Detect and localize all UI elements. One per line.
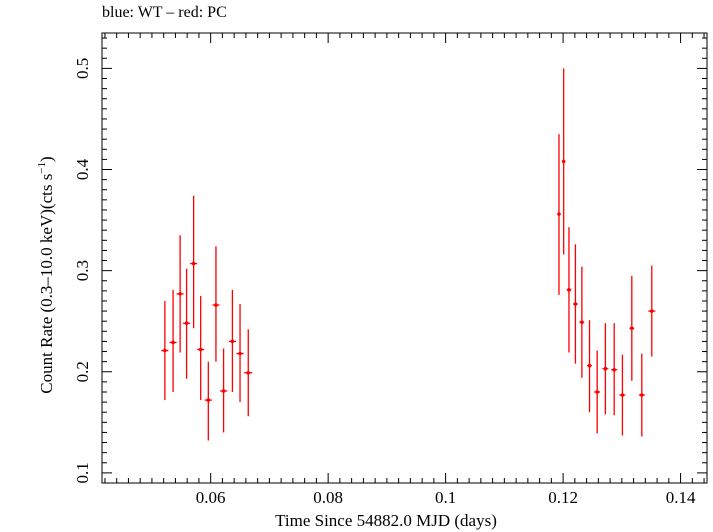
data-point — [169, 289, 177, 392]
point-marker — [595, 390, 599, 394]
data-point — [561, 68, 566, 255]
data-point — [648, 265, 656, 357]
point-marker — [171, 340, 175, 345]
point-marker — [630, 326, 634, 331]
y-tick-label: 0.5 — [73, 58, 92, 79]
point-marker — [561, 159, 566, 164]
y-axis-label: Count Rate (0.3–10.0 keV)(cts s−1) — [36, 156, 56, 393]
data-point — [594, 350, 601, 434]
y-tick-label: 0.4 — [73, 158, 92, 180]
data-point — [212, 246, 220, 362]
point-marker — [246, 370, 251, 375]
y-tick-label: 0.3 — [73, 260, 92, 281]
data-point — [183, 268, 191, 379]
point-marker — [649, 309, 654, 313]
point-marker — [587, 363, 592, 368]
x-tick-label: 0.14 — [666, 488, 696, 507]
point-marker — [184, 321, 189, 326]
data-point — [161, 300, 169, 401]
point-marker — [191, 261, 196, 266]
point-marker — [163, 348, 167, 353]
data-point — [566, 227, 572, 353]
point-marker — [603, 366, 608, 371]
point-marker — [178, 292, 182, 296]
point-marker — [557, 212, 561, 216]
data-point — [611, 323, 618, 416]
x-tick-label: 0.06 — [196, 488, 226, 507]
data-point — [220, 348, 228, 433]
y-axis-label-main: Count Rate (0.3–10.0 keV)(cts s — [37, 174, 56, 394]
plot-frame — [101, 32, 708, 484]
y-axis-label-tail: ) — [37, 156, 56, 162]
x-tick-label: 0.08 — [313, 488, 343, 507]
point-marker — [206, 398, 211, 402]
data-point — [197, 295, 205, 401]
x-axis-label: Time Since 54882.0 MJD (days) — [275, 511, 497, 530]
data-point — [204, 361, 212, 441]
point-marker — [198, 347, 203, 352]
point-marker — [221, 389, 226, 393]
point-marker — [214, 303, 218, 307]
data-point — [228, 289, 236, 392]
point-marker — [640, 393, 644, 397]
data-point — [638, 353, 645, 437]
chart-title: blue: WT – red: PC — [102, 4, 227, 21]
x-tick-label: 0.1 — [435, 488, 456, 507]
data-point — [573, 244, 578, 364]
point-marker — [620, 393, 625, 397]
point-marker — [238, 351, 242, 356]
data-point — [602, 323, 609, 415]
data-point — [579, 266, 585, 378]
data-point — [557, 134, 561, 295]
data-point — [176, 235, 184, 353]
data-point — [629, 275, 635, 381]
point-marker — [580, 320, 584, 325]
x-axis: 0.06 0.08 0.1 0.12 0.14 — [104, 33, 705, 507]
data-point — [190, 195, 198, 329]
data-series — [161, 68, 656, 441]
data-point — [587, 320, 592, 413]
y-tick-label: 0.2 — [73, 361, 92, 382]
y-axis-label-sup: −1 — [36, 162, 48, 174]
point-marker — [567, 288, 571, 292]
data-point — [619, 354, 626, 436]
x-tick-label: 0.12 — [548, 488, 578, 507]
data-point — [244, 329, 253, 417]
y-axis: 0.1 0.2 0.3 0.4 0.5 — [73, 37, 707, 484]
point-marker — [230, 339, 235, 344]
data-point — [236, 304, 244, 403]
y-tick-label: 0.1 — [73, 462, 92, 483]
point-marker — [612, 367, 616, 372]
point-marker — [573, 302, 578, 306]
